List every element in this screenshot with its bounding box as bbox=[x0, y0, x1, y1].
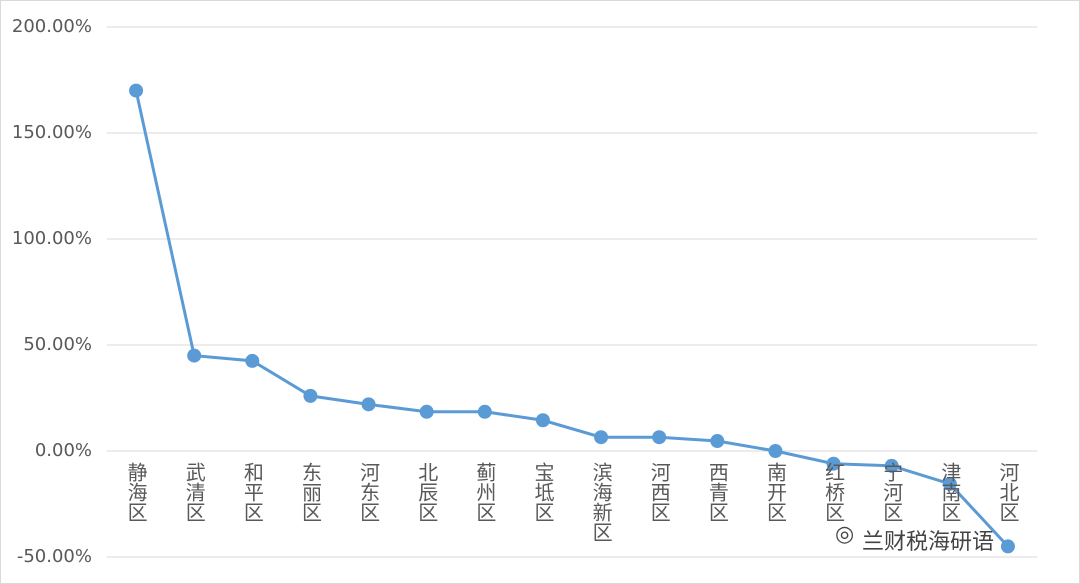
marker bbox=[536, 413, 550, 427]
y-tick-label: 100.00% bbox=[12, 228, 92, 249]
x-tick-label: 河西区 bbox=[648, 462, 670, 522]
y-tick-label: 200.00% bbox=[12, 16, 92, 37]
watermark: 兰财税海研语 bbox=[862, 524, 994, 556]
marker bbox=[245, 354, 259, 368]
x-tick-label: 河东区 bbox=[358, 462, 380, 522]
x-tick-label: 红桥区 bbox=[823, 462, 845, 522]
y-tick-label: -50.00% bbox=[17, 546, 92, 567]
x-tick-label: 宝坻区 bbox=[532, 462, 554, 522]
chart-area: -50.00%0.00%50.00%100.00%150.00%200.00% … bbox=[0, 0, 1080, 584]
x-tick-label: 蓟州区 bbox=[474, 462, 496, 522]
y-tick-label: 150.00% bbox=[12, 122, 92, 143]
marker bbox=[768, 444, 782, 458]
x-tick-label: 宁河区 bbox=[881, 462, 903, 522]
marker bbox=[362, 397, 376, 411]
marker bbox=[594, 430, 608, 444]
x-tick-label: 东丽区 bbox=[299, 462, 321, 522]
x-tick-label: 武清区 bbox=[183, 462, 205, 522]
x-tick-label: 北辰区 bbox=[416, 462, 438, 522]
marker bbox=[129, 84, 143, 98]
marker bbox=[652, 430, 666, 444]
x-tick-label: 津南区 bbox=[939, 462, 961, 522]
marker bbox=[303, 389, 317, 403]
x-tick-label: 和平区 bbox=[241, 462, 263, 522]
x-tick-label: 河北区 bbox=[997, 462, 1019, 522]
marker bbox=[710, 434, 724, 448]
marker bbox=[1001, 539, 1015, 553]
watermark-icon: ◎ bbox=[835, 522, 854, 547]
y-tick-label: 50.00% bbox=[23, 334, 92, 355]
marker bbox=[420, 405, 434, 419]
x-tick-label: 滨海新区 bbox=[590, 462, 612, 542]
x-tick-label: 南开区 bbox=[764, 462, 786, 522]
marker bbox=[187, 349, 201, 363]
y-tick-label: 0.00% bbox=[35, 440, 92, 461]
x-tick-label: 西青区 bbox=[706, 462, 728, 522]
marker bbox=[478, 405, 492, 419]
line bbox=[136, 91, 1008, 547]
x-tick-label: 静海区 bbox=[125, 462, 147, 522]
